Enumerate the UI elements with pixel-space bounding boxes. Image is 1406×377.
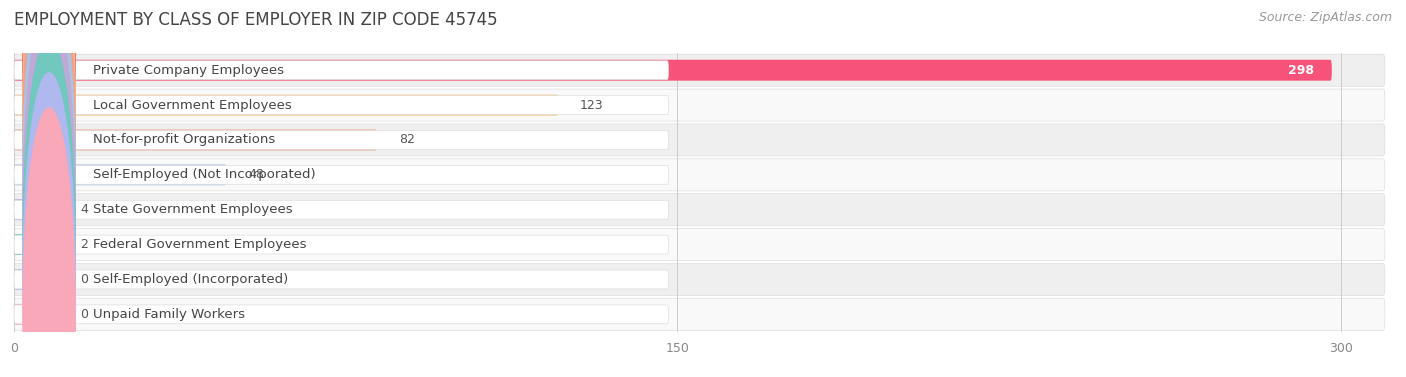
Circle shape xyxy=(22,0,76,311)
FancyBboxPatch shape xyxy=(14,89,1385,121)
FancyBboxPatch shape xyxy=(14,159,1385,191)
Text: Private Company Employees: Private Company Employees xyxy=(93,64,284,77)
Circle shape xyxy=(22,0,76,346)
Circle shape xyxy=(22,38,76,377)
Circle shape xyxy=(22,0,76,277)
FancyBboxPatch shape xyxy=(14,96,668,115)
FancyBboxPatch shape xyxy=(14,200,668,219)
FancyBboxPatch shape xyxy=(14,228,1385,261)
FancyBboxPatch shape xyxy=(14,166,668,184)
FancyBboxPatch shape xyxy=(14,270,668,289)
FancyBboxPatch shape xyxy=(14,130,377,150)
Circle shape xyxy=(22,108,76,377)
Text: State Government Employees: State Government Employees xyxy=(93,203,292,216)
FancyBboxPatch shape xyxy=(14,54,1385,86)
FancyBboxPatch shape xyxy=(14,95,558,115)
Text: Source: ZipAtlas.com: Source: ZipAtlas.com xyxy=(1258,11,1392,24)
Circle shape xyxy=(22,0,76,377)
Text: Federal Government Employees: Federal Government Employees xyxy=(93,238,307,251)
Text: 0: 0 xyxy=(80,273,89,286)
FancyBboxPatch shape xyxy=(14,269,58,290)
FancyBboxPatch shape xyxy=(14,234,22,255)
Text: 4: 4 xyxy=(80,203,89,216)
FancyBboxPatch shape xyxy=(14,298,1385,330)
FancyBboxPatch shape xyxy=(14,235,668,254)
Text: Local Government Employees: Local Government Employees xyxy=(93,99,291,112)
Text: Self-Employed (Not Incorporated): Self-Employed (Not Incorporated) xyxy=(93,169,315,181)
FancyBboxPatch shape xyxy=(14,124,1385,156)
FancyBboxPatch shape xyxy=(14,264,1385,296)
FancyBboxPatch shape xyxy=(14,194,1385,226)
Text: 123: 123 xyxy=(581,99,603,112)
Text: Not-for-profit Organizations: Not-for-profit Organizations xyxy=(93,133,276,146)
FancyBboxPatch shape xyxy=(14,130,668,149)
FancyBboxPatch shape xyxy=(14,304,58,325)
FancyBboxPatch shape xyxy=(14,164,226,185)
FancyBboxPatch shape xyxy=(14,60,1331,81)
FancyBboxPatch shape xyxy=(14,305,668,324)
Text: 48: 48 xyxy=(249,169,264,181)
Text: 0: 0 xyxy=(80,308,89,321)
Text: Unpaid Family Workers: Unpaid Family Workers xyxy=(93,308,245,321)
Text: 2: 2 xyxy=(80,238,89,251)
Text: 82: 82 xyxy=(399,133,415,146)
FancyBboxPatch shape xyxy=(14,61,668,80)
Text: 298: 298 xyxy=(1288,64,1315,77)
Circle shape xyxy=(22,73,76,377)
Text: EMPLOYMENT BY CLASS OF EMPLOYER IN ZIP CODE 45745: EMPLOYMENT BY CLASS OF EMPLOYER IN ZIP C… xyxy=(14,11,498,29)
Circle shape xyxy=(22,3,76,377)
Text: Self-Employed (Incorporated): Self-Employed (Incorporated) xyxy=(93,273,288,286)
FancyBboxPatch shape xyxy=(14,199,32,220)
